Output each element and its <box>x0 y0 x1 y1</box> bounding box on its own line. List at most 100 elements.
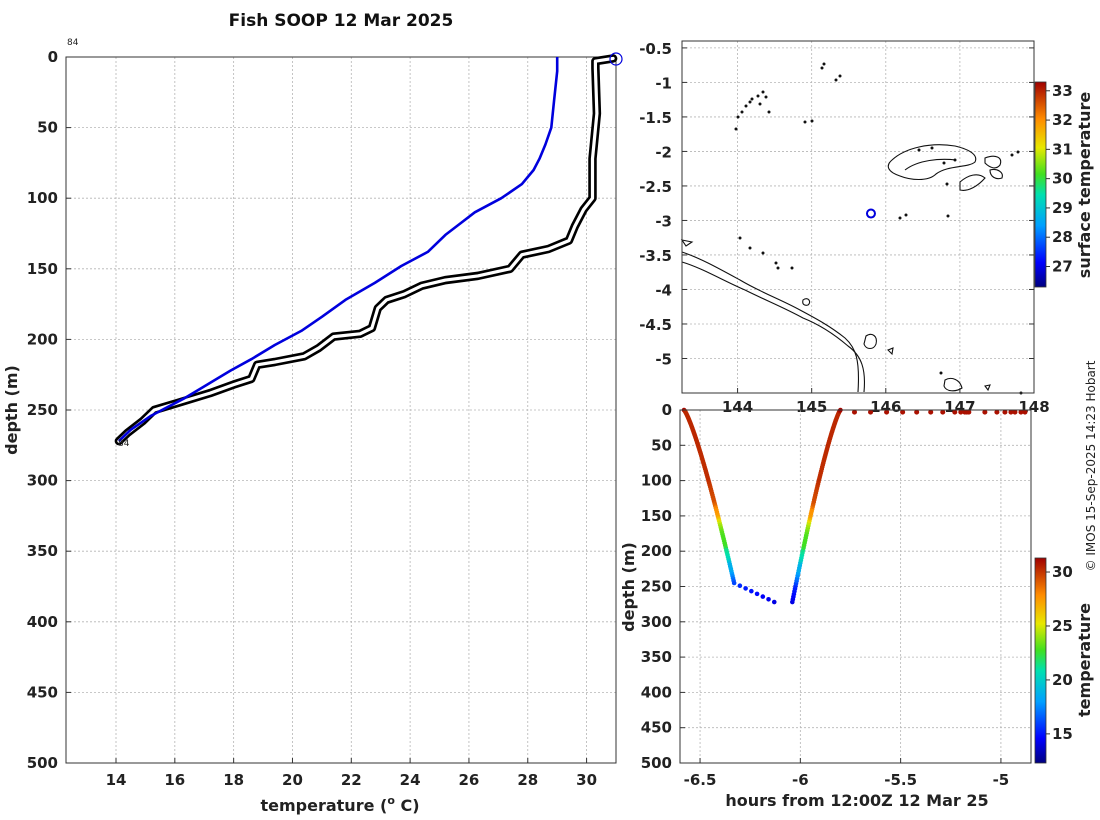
profile-line-inner <box>117 56 615 443</box>
time-x-tick-label: -5.5 <box>884 771 917 789</box>
map-island <box>748 100 752 104</box>
map-island <box>756 94 760 98</box>
map-island <box>822 62 826 66</box>
profile-y-tick-label: 450 <box>27 683 58 701</box>
map-colorbar-tick-label: 33 <box>1052 82 1073 100</box>
surface-point <box>982 409 988 415</box>
profile-y-tick-label: 400 <box>27 613 58 631</box>
map-island <box>764 95 768 99</box>
map-island <box>761 251 765 255</box>
map-island <box>930 146 934 150</box>
profile-panel: Fish SOOP 12 Mar 2025 14 16 18 20 22 24 26 28 30… <box>2 11 623 815</box>
ship-position-marker <box>865 208 876 219</box>
time-colorbar-label: temperature <box>1075 603 1094 717</box>
surface-point <box>994 409 1000 415</box>
map-island <box>767 110 771 114</box>
map-island <box>803 120 807 124</box>
profile-y-tick-label: 50 <box>37 119 58 137</box>
map-island <box>738 236 742 240</box>
map-y-tick-label: -2.5 <box>639 178 672 196</box>
profile-y-tick-label: 200 <box>27 330 58 348</box>
surface-point <box>900 409 906 415</box>
map-colorbar-tick-label: 29 <box>1052 199 1073 217</box>
time-x-tick-label: -6.5 <box>684 771 717 789</box>
profile-y-tick-label: 0 <box>48 48 58 66</box>
time-y-tick-label: 0 <box>662 401 672 419</box>
map-y-tick-label: -4 <box>655 281 672 299</box>
map-frame <box>681 40 1035 394</box>
time-colorbar-tick-label: 20 <box>1052 671 1073 689</box>
surface-point <box>851 409 857 415</box>
time-y-tick-label: 500 <box>641 754 672 772</box>
surface-point <box>884 409 890 415</box>
map-colorbar <box>1034 81 1047 288</box>
map-colorbar-tick-label: 30 <box>1052 170 1073 188</box>
map-colorbar-label: surface temperature <box>1075 92 1094 279</box>
map-panel: 144 145 146 147 148-0.5-1-1.5-2-2.5-3-3.5-4-… <box>639 40 1094 416</box>
map-island <box>946 214 950 218</box>
profile-y-tick-label: 150 <box>27 260 58 278</box>
map-x-tick-label: 145 <box>796 398 827 416</box>
map-island <box>942 161 946 165</box>
profile-x-tick-label: 26 <box>459 771 480 789</box>
descent-point <box>766 597 771 602</box>
chart-title: Fish SOOP 12 Mar 2025 <box>229 11 454 31</box>
time-y-tick-label: 450 <box>641 719 672 737</box>
profile-x-tick-label: 16 <box>164 771 185 789</box>
map-island <box>736 115 740 119</box>
map-island <box>953 158 957 162</box>
surface-point <box>1022 409 1028 415</box>
time-y-tick-label: 150 <box>641 507 672 525</box>
map-island <box>734 127 738 131</box>
surface-point <box>940 409 946 415</box>
surface-point <box>1002 409 1008 415</box>
descent-point <box>737 583 743 588</box>
map-island <box>744 104 748 108</box>
profile-x-label: temperature (o C) <box>260 794 419 815</box>
map-island <box>750 97 754 101</box>
surface-point <box>914 409 920 415</box>
map-y-tick-label: -3 <box>655 212 672 230</box>
time-y-tick-label: 400 <box>641 683 672 701</box>
map-island <box>1010 153 1014 157</box>
profile-x-tick-label: 14 <box>106 771 127 789</box>
time-y-tick-label: 100 <box>641 472 672 490</box>
profile-annotation-bottom: 84 <box>118 439 130 449</box>
profile-y-tick-label: 500 <box>27 754 58 772</box>
map-colorbar-tick-label: 27 <box>1052 258 1073 276</box>
time-y-tick-label: 350 <box>641 648 672 666</box>
time-x-tick-label: -5 <box>993 771 1010 789</box>
map-island <box>810 119 814 123</box>
map-x-tick-label: 146 <box>870 398 901 416</box>
profile-annotation-top: 84 <box>67 38 79 48</box>
time-colorbar-tick-label: 30 <box>1052 563 1073 581</box>
time-panel: -6.5 -6 -5.5 -5 0 50 100 150 200 250 300 350 400 450 5… <box>619 401 1094 810</box>
credit-text: © IMOS 15-Sep-2025 14:23 Hobart <box>1084 360 1098 571</box>
map-island <box>790 266 794 270</box>
time-x-label: hours from 12:00Z 12 Mar 25 <box>725 791 988 810</box>
map-y-tick-label: -3.5 <box>639 247 672 265</box>
descent-point <box>731 580 737 586</box>
profile-y-tick-label: 250 <box>27 401 58 419</box>
map-island <box>748 246 752 250</box>
map-coastlines <box>680 144 1003 393</box>
time-y-tick-label: 300 <box>641 613 672 631</box>
map-island <box>917 148 921 152</box>
profile-x-tick-label: 20 <box>282 771 303 789</box>
map-island <box>776 266 780 270</box>
map-island <box>758 102 762 106</box>
map-y-tick-label: -5 <box>655 350 672 368</box>
map-y-tick-label: -4.5 <box>639 316 672 334</box>
map-island <box>945 182 949 186</box>
map-islands <box>734 62 1023 395</box>
map-island <box>904 213 908 217</box>
surface-point <box>952 409 958 415</box>
map-island <box>761 90 765 94</box>
time-y-tick-label: 200 <box>641 542 672 560</box>
map-island <box>939 371 943 375</box>
map-y-tick-label: -0.5 <box>639 40 672 58</box>
map-y-tick-label: -1 <box>655 74 672 92</box>
profile-y-label: depth (m) <box>2 365 21 455</box>
profile-x-tick-label: 22 <box>341 771 362 789</box>
